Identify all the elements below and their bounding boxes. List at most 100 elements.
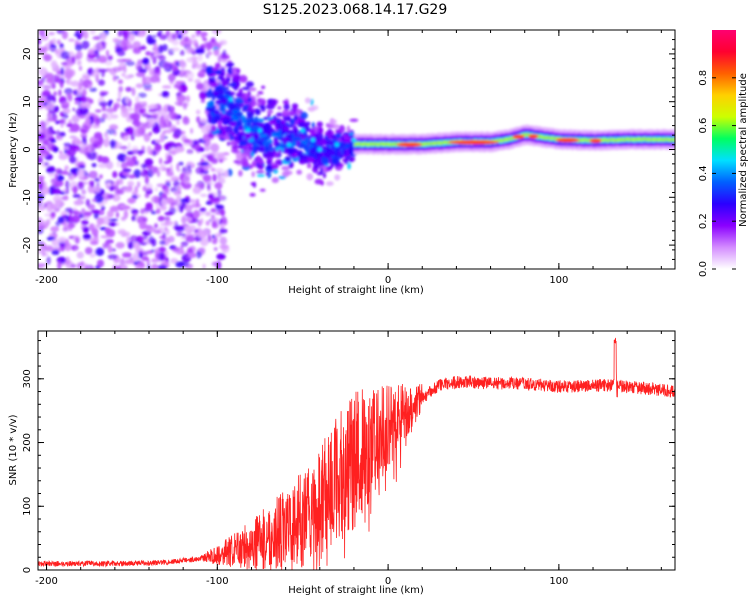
spectrogram-cell xyxy=(178,33,182,40)
spectrogram-peak xyxy=(317,147,322,152)
spectrogram-cell xyxy=(106,112,113,121)
spectrogram-cell xyxy=(46,218,51,226)
spectrogram-cell xyxy=(252,122,258,126)
spectrogram-cell xyxy=(231,109,240,114)
spectrogram-cell xyxy=(320,167,324,176)
spectrogram-cell xyxy=(131,215,136,222)
spectrogram-cell xyxy=(278,149,282,154)
spectrogram-cell xyxy=(199,117,208,124)
spectrogram-cell xyxy=(112,171,118,178)
spectrogram-cell xyxy=(79,102,89,109)
spectrogram-band-cell xyxy=(543,135,547,140)
spectrogram-cell xyxy=(214,168,224,174)
spectrogram-cell xyxy=(143,133,151,142)
spectrogram-cell xyxy=(176,119,180,126)
spectrogram-cell xyxy=(178,71,184,76)
spectrogram-cell xyxy=(117,66,125,71)
spectrogram-band-cell xyxy=(664,137,667,142)
spectrogram-cell xyxy=(196,82,205,91)
spectrogram-cell xyxy=(39,247,47,254)
spectrogram-cell xyxy=(160,132,166,140)
spectrogram-cell xyxy=(75,236,80,245)
spectrogram-cell xyxy=(199,218,204,225)
spectrogram-band-cell xyxy=(423,142,426,146)
spectrogram-band-cell xyxy=(433,141,436,146)
spectrogram-cell xyxy=(46,142,55,151)
spectrogram-cell xyxy=(60,51,70,60)
spectrogram-cell xyxy=(201,62,207,68)
spectrogram-cell xyxy=(210,208,217,213)
spectrogram-cell xyxy=(255,170,265,174)
spectrogram-cell xyxy=(211,151,220,157)
spectrogram-cell xyxy=(67,53,77,57)
spectrogram-cell xyxy=(71,139,82,145)
spectrogram-cell xyxy=(164,220,174,226)
spectrogram-cell xyxy=(193,232,199,236)
spectrogram-cell xyxy=(53,91,58,96)
spectrogram-cell xyxy=(179,59,186,68)
spectrogram-cell xyxy=(264,127,271,131)
spectrogram-cell xyxy=(81,40,90,50)
spectrogram-band-cell xyxy=(441,141,444,146)
spectrogram-cell xyxy=(107,210,114,218)
spectrogram-cell xyxy=(152,34,157,39)
spectrogram-cell xyxy=(316,127,324,134)
x-tick-label: -100 xyxy=(206,576,229,587)
spectrogram-band-cell xyxy=(370,142,373,146)
spectrogram-cell xyxy=(106,161,114,170)
spectrogram-cell xyxy=(282,125,290,132)
spectrogram-band-cell xyxy=(429,141,432,146)
spectrogram-cell xyxy=(77,181,85,190)
spectrogram-cell xyxy=(158,55,167,61)
spectrogram-cell xyxy=(213,48,220,56)
spectrogram-cell xyxy=(199,183,205,191)
spectrogram-cell xyxy=(141,30,146,34)
spectrogram-cell xyxy=(92,58,100,63)
spectrogram-band-cell xyxy=(669,137,672,142)
spectrogram-cell xyxy=(93,43,104,53)
spectrogram-cell xyxy=(250,100,257,107)
spectrogram-cell xyxy=(65,92,73,99)
spectrogram-cell xyxy=(68,175,75,181)
spectrogram-cell xyxy=(38,30,46,37)
spectrogram-cell xyxy=(211,220,218,228)
spectrogram-cell xyxy=(179,49,185,56)
spectrogram-cell xyxy=(251,171,255,178)
x-tick-label: 0 xyxy=(385,275,391,286)
spectrogram-data xyxy=(38,30,675,269)
spectrogram-cell xyxy=(119,178,124,185)
spectrogram-peak xyxy=(310,137,316,143)
spectrogram-cell xyxy=(142,107,147,113)
spectrogram-cell xyxy=(238,140,248,147)
spectrogram-band-cell xyxy=(373,142,376,146)
spectrogram-cell xyxy=(85,143,95,153)
spectrogram-band-cell xyxy=(363,142,366,146)
spectrogram-cell xyxy=(143,234,148,240)
spectrogram-band-cell xyxy=(629,137,633,142)
spectrogram-band-cell xyxy=(644,137,648,141)
spectrogram-cell xyxy=(225,126,233,133)
spectrogram-cell xyxy=(161,198,168,207)
spectrogram-band-cell xyxy=(538,134,541,139)
spectrogram-cell xyxy=(45,132,54,139)
spectrogram-band-cell xyxy=(389,142,392,147)
x-tick-label: -100 xyxy=(206,275,229,286)
spectrogram-cell xyxy=(108,222,117,227)
spectrogram-cell xyxy=(149,75,159,83)
spectrogram-band-cell xyxy=(527,132,530,137)
spectrogram-cell xyxy=(336,146,340,152)
spectrogram-band-cell xyxy=(586,138,589,143)
spectrogram-cell xyxy=(266,109,274,114)
spectrogram-cell xyxy=(51,249,60,256)
spectrogram-cell xyxy=(55,168,61,174)
spectrogram-band-cell xyxy=(394,142,398,146)
spectrogram-band-cell xyxy=(378,142,381,147)
spectrogram-band-cell xyxy=(367,142,370,147)
spectrogram-cell xyxy=(236,80,240,88)
spectrogram-cell xyxy=(223,121,228,126)
spectrogram-cell xyxy=(87,70,93,74)
spectrogram-cell xyxy=(145,202,153,210)
spectrogram-cell xyxy=(72,185,78,194)
spectrogram-cell xyxy=(252,181,257,188)
spectrogram-cell xyxy=(298,143,306,147)
